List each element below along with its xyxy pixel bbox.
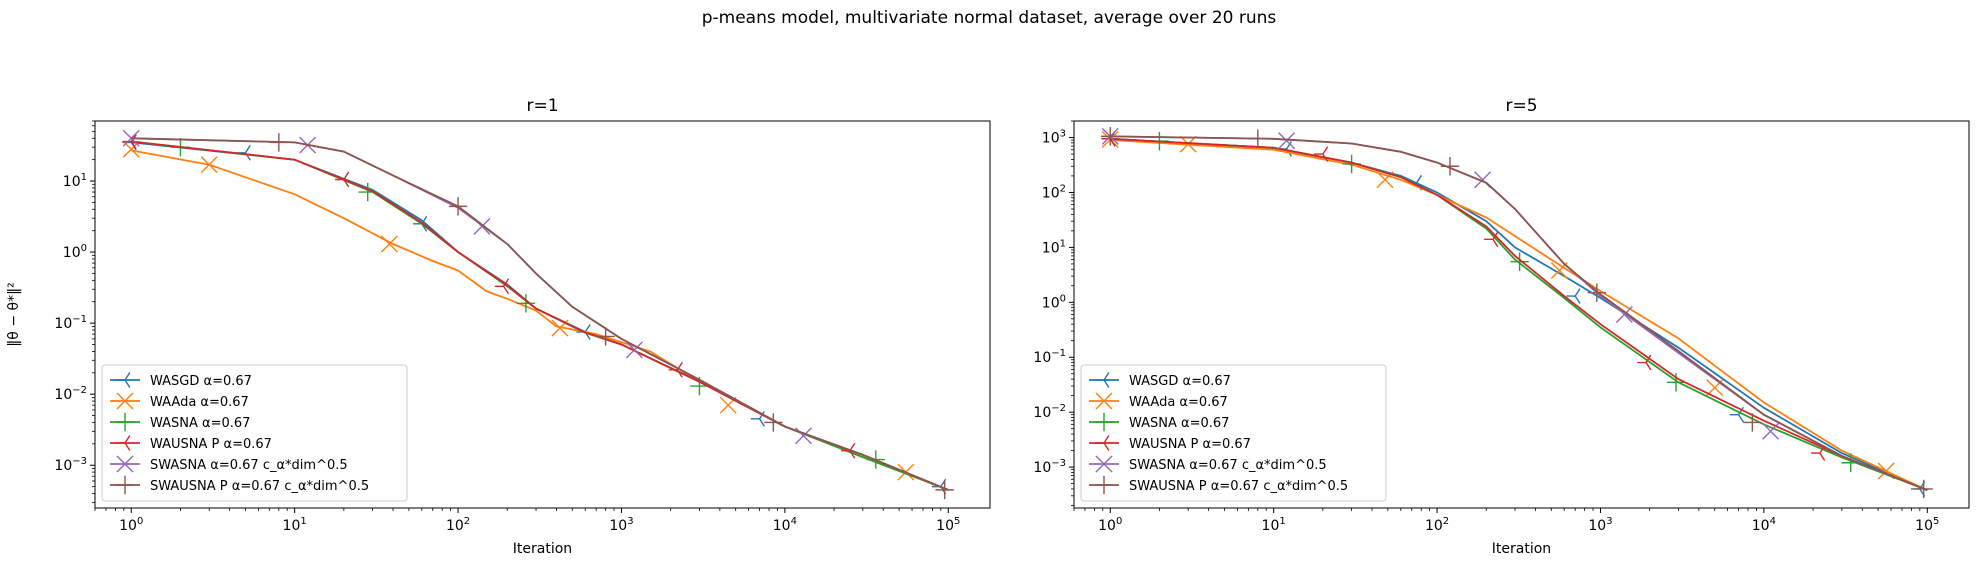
series-line xyxy=(1110,135,1928,492)
series-line xyxy=(131,137,949,491)
legend-label: WAAda α=0.67 xyxy=(150,395,249,410)
legend-label: WAUSNA P α=0.67 xyxy=(1129,437,1251,452)
data-point xyxy=(1762,422,1780,440)
legend-entry: SWASNA α=0.67 c_α*dim^0.5 xyxy=(110,455,348,473)
y-tick-label: 101 xyxy=(63,172,87,190)
subplot-r1: r=1 100 101 102 103 104 105 10−3 10−2 10−1 100 101 I… xyxy=(6,96,991,557)
data-point xyxy=(935,480,954,500)
y-tick-label: 101 xyxy=(1042,238,1066,256)
data-point xyxy=(122,129,140,147)
x-tick-label: 104 xyxy=(1752,516,1776,534)
y-tick-label: 10−3 xyxy=(1033,458,1066,476)
x-tick-label: 100 xyxy=(119,516,143,534)
data-point xyxy=(380,235,398,253)
y-tick-label: 103 xyxy=(1042,129,1066,147)
y-axis-label: ‖θ − θ*‖² xyxy=(6,282,22,346)
legend-entry: WASNA α=0.67 xyxy=(1089,412,1229,432)
x-tick-label: 101 xyxy=(1262,516,1286,534)
legend-label: WAUSNA P α=0.67 xyxy=(150,437,272,452)
data-point xyxy=(1510,252,1529,271)
data-point xyxy=(1566,288,1581,304)
legend: WASGD α=0.67 WAAda α=0.67 WASNA α=0.67 WAUS… xyxy=(101,364,408,502)
legend-entry: SWAUSNA P α=0.67 c_α*dim^0.5 xyxy=(110,475,369,495)
legend: WASGD α=0.67 WAAda α=0.67 WASNA α=0.67 WAUS… xyxy=(1080,364,1387,502)
x-tick-label: 103 xyxy=(609,516,633,534)
legend-label: SWAUSNA P α=0.67 c_α*dim^0.5 xyxy=(1129,479,1348,494)
data-point xyxy=(596,327,615,346)
series-line xyxy=(1110,137,1928,492)
x-tick-label: 102 xyxy=(446,516,470,534)
x-axis-label: Iteration xyxy=(1492,541,1551,557)
subplot-title: r=1 xyxy=(526,96,558,116)
data-point xyxy=(795,427,812,445)
legend-label: WASNA α=0.67 xyxy=(150,416,250,431)
legend-label: SWAUSNA P α=0.67 c_α*dim^0.5 xyxy=(150,479,369,494)
data-point xyxy=(625,341,643,359)
legend-entry: WASGD α=0.67 xyxy=(110,372,252,389)
x-axis-label: Iteration xyxy=(513,541,572,557)
legend-entry: WASNA α=0.67 xyxy=(110,412,250,432)
y-tick-label: 100 xyxy=(63,243,87,261)
x-tick-label: 100 xyxy=(1098,516,1122,534)
data-point xyxy=(1248,129,1268,148)
legend-label: WAAda α=0.67 xyxy=(1129,395,1228,410)
y-tick-label: 10−2 xyxy=(1033,403,1066,421)
data-point xyxy=(1666,373,1686,392)
legend-label: WASGD α=0.67 xyxy=(1129,374,1231,389)
legend-entry: WAAda α=0.67 xyxy=(1089,392,1228,410)
data-point xyxy=(1440,157,1460,176)
data-point xyxy=(1637,354,1652,371)
plot-frame xyxy=(1073,120,1970,509)
data-point xyxy=(269,133,289,152)
legend-entry: SWAUSNA P α=0.67 c_α*dim^0.5 xyxy=(1089,475,1348,495)
y-tick-label: 102 xyxy=(1042,183,1066,201)
legend-label: WASNA α=0.67 xyxy=(1129,416,1229,431)
data-point xyxy=(516,294,536,313)
subplot-title: r=5 xyxy=(1505,96,1537,116)
data-point xyxy=(1914,479,1933,499)
data-point xyxy=(448,197,468,216)
data-point xyxy=(1615,306,1633,323)
data-point xyxy=(200,156,218,174)
data-point xyxy=(1278,132,1296,150)
data-point xyxy=(1101,127,1120,146)
legend-entry: WAUSNA P α=0.67 xyxy=(110,435,272,452)
x-tick-label: 105 xyxy=(936,516,960,534)
x-tick-label: 101 xyxy=(283,516,307,534)
data-point xyxy=(1179,135,1197,153)
data-point xyxy=(335,171,350,188)
y-tick-label: 10−2 xyxy=(54,385,87,403)
legend-entry: SWASNA α=0.67 c_α*dim^0.5 xyxy=(1089,455,1327,473)
legend-label: WASGD α=0.67 xyxy=(150,374,252,389)
legend-label: SWASNA α=0.67 c_α*dim^0.5 xyxy=(1129,458,1327,473)
data-point xyxy=(1484,231,1499,248)
data-point xyxy=(1743,413,1762,432)
data-point xyxy=(1587,283,1607,302)
legend-entry: WAAda α=0.67 xyxy=(110,392,249,410)
subplot-r5: r=5 100 101 102 103 104 105 10−3 10−2 10−1 100 101 1… xyxy=(1033,96,1970,557)
data-point xyxy=(1729,406,1744,423)
data-point xyxy=(764,413,783,432)
legend-entry: WAUSNA P α=0.67 xyxy=(1089,435,1251,452)
data-point xyxy=(1314,146,1329,162)
y-tick-label: 10−1 xyxy=(1033,348,1066,366)
legend-entry: WASGD α=0.67 xyxy=(1089,372,1231,389)
data-point xyxy=(494,278,510,295)
figure-suptitle: p-means model, multivariate normal datas… xyxy=(701,8,1277,28)
x-tick-label: 104 xyxy=(773,516,797,534)
plot-frame xyxy=(94,120,991,509)
y-tick-label: 10−1 xyxy=(54,314,87,332)
x-tick-label: 102 xyxy=(1425,516,1449,534)
y-tick-label: 100 xyxy=(1042,293,1066,311)
x-tick-label: 103 xyxy=(1588,516,1612,534)
legend-label: SWASNA α=0.67 c_α*dim^0.5 xyxy=(150,458,348,473)
x-tick-label: 105 xyxy=(1915,516,1939,534)
y-tick-label: 10−3 xyxy=(54,456,87,474)
